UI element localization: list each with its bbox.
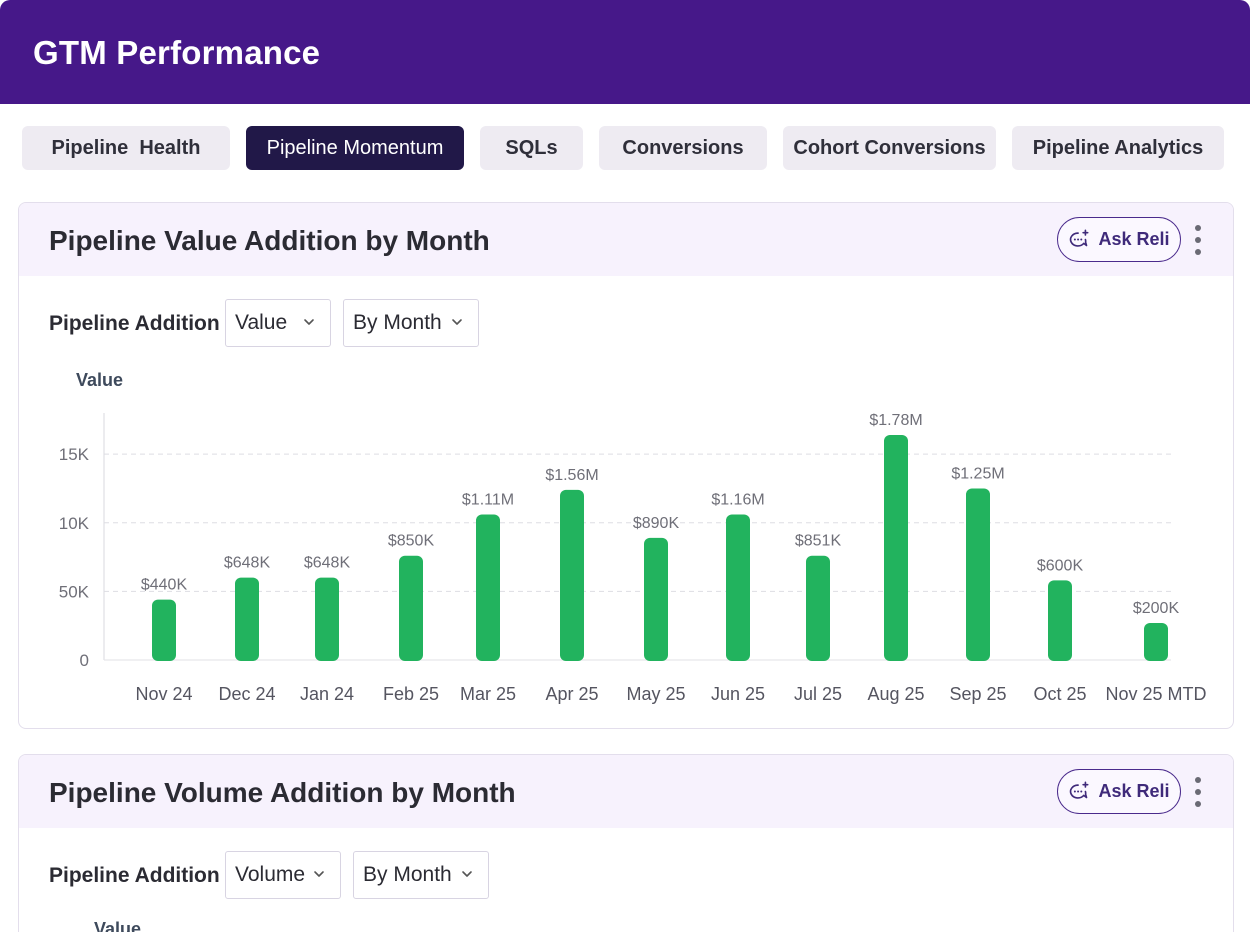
chevron-down-icon bbox=[452, 319, 462, 325]
period-select-value: By Month bbox=[363, 863, 452, 886]
bar bbox=[726, 514, 750, 661]
more-menu-icon[interactable] bbox=[1191, 777, 1205, 807]
bar-data-label: $890K bbox=[633, 515, 680, 532]
tab-pipeline-health[interactable]: Pipeline Health bbox=[22, 126, 230, 170]
bar bbox=[1144, 622, 1168, 661]
y-tick-label: 10K bbox=[59, 514, 90, 533]
ask-reli-button[interactable]: Ask Reli bbox=[1057, 769, 1181, 814]
app-title: GTM Performance bbox=[33, 34, 321, 71]
bar-data-label: $1.56M bbox=[545, 467, 598, 484]
card-header: Pipeline Volume Addition by Month Ask Re… bbox=[19, 755, 1233, 828]
x-tick-label: Aug 25 bbox=[867, 684, 924, 704]
bar-data-label: $850K bbox=[388, 533, 435, 550]
filter-label: Pipeline Addition bbox=[49, 864, 220, 887]
bar-data-label: $440K bbox=[141, 577, 188, 594]
bar-data-label: $1.11M bbox=[462, 492, 514, 509]
x-tick-label: Feb 25 bbox=[383, 684, 439, 704]
metric-select[interactable]: Volume bbox=[225, 851, 341, 899]
bar-data-label: $1.16M bbox=[711, 492, 764, 509]
x-tick-label: Mar 25 bbox=[460, 684, 516, 704]
bar-data-label: $600K bbox=[1037, 557, 1084, 574]
tab-pipeline-analytics[interactable]: Pipeline Analytics bbox=[1012, 126, 1224, 170]
bar bbox=[1048, 580, 1072, 661]
tab-conversions[interactable]: Conversions bbox=[599, 126, 767, 170]
chevron-down-icon bbox=[314, 871, 324, 877]
app-header: GTM Performance bbox=[0, 0, 1250, 104]
y-tick-label: 0 bbox=[80, 651, 89, 670]
metric-select[interactable]: Value bbox=[225, 299, 331, 347]
bar-data-label: $648K bbox=[304, 555, 351, 572]
x-tick-label: Jan 24 bbox=[300, 684, 354, 704]
bar bbox=[476, 514, 500, 661]
more-menu-icon[interactable] bbox=[1191, 225, 1205, 255]
period-select[interactable]: By Month bbox=[353, 851, 489, 899]
bar-data-label: $200K bbox=[1133, 600, 1180, 617]
bar-data-label: $851K bbox=[795, 533, 842, 550]
chevron-down-icon bbox=[462, 871, 472, 877]
value-bar-chart: 0 50K 10K 15K $440K Nov 24 $648K Dec 24 $648K Jan… bbox=[59, 412, 1207, 704]
x-tick-label: May 25 bbox=[626, 684, 685, 704]
metric-select-value: Value bbox=[235, 311, 288, 334]
ask-reli-button[interactable]: Ask Reli bbox=[1057, 217, 1181, 262]
x-tick-label: Nov 25 MTD bbox=[1105, 684, 1206, 704]
bar bbox=[884, 434, 908, 661]
x-tick-label: Oct 25 bbox=[1033, 684, 1086, 704]
x-tick-label: Apr 25 bbox=[545, 684, 598, 704]
bar-data-label: $1.78M bbox=[869, 412, 922, 429]
card-header: Pipeline Value Addition by Month Ask Rel… bbox=[19, 203, 1233, 276]
chevron-down-icon bbox=[304, 319, 314, 325]
x-tick-label: Jul 25 bbox=[794, 684, 842, 704]
x-tick-label: Jun 25 bbox=[711, 684, 765, 704]
y-axis-title: Value bbox=[94, 919, 142, 932]
bar bbox=[644, 537, 668, 661]
chat-sparkle-icon bbox=[1070, 229, 1090, 247]
bar bbox=[560, 489, 584, 661]
ask-reli-label: Ask Reli bbox=[1098, 229, 1170, 249]
period-select[interactable]: By Month bbox=[343, 299, 479, 347]
ask-reli-label: Ask Reli bbox=[1098, 781, 1170, 801]
value-addition-card: Pipeline Value Addition by Month Ask Rel… bbox=[18, 202, 1234, 729]
volume-addition-card: Pipeline Volume Addition by Month Ask Re… bbox=[18, 754, 1234, 932]
bar-data-label: $1.25M bbox=[951, 465, 1004, 482]
bar bbox=[806, 555, 830, 661]
y-tick-label: 50K bbox=[59, 582, 90, 601]
bar-data-label: $648K bbox=[224, 555, 271, 572]
x-tick-label: Dec 24 bbox=[218, 684, 275, 704]
metric-select-value: Volume bbox=[235, 863, 306, 886]
x-tick-label: Nov 24 bbox=[135, 684, 192, 704]
bar bbox=[315, 577, 339, 661]
tab-cohort-conversions[interactable]: Cohort Conversions bbox=[783, 126, 996, 170]
chat-sparkle-icon bbox=[1070, 781, 1090, 799]
y-axis-title: Value bbox=[76, 370, 124, 390]
filter-label: Pipeline Addition bbox=[49, 312, 220, 335]
x-tick-label: Sep 25 bbox=[949, 684, 1006, 704]
tab-sqls[interactable]: SQLs bbox=[480, 126, 583, 170]
bar bbox=[235, 577, 259, 661]
bar bbox=[966, 488, 990, 661]
bar bbox=[399, 555, 423, 661]
bar bbox=[152, 599, 176, 661]
y-tick-label: 15K bbox=[59, 445, 90, 464]
tab-pipeline-momentum[interactable]: Pipeline Momentum bbox=[246, 126, 464, 170]
card-title: Pipeline Value Addition by Month bbox=[49, 225, 490, 256]
period-select-value: By Month bbox=[353, 311, 442, 334]
card-title: Pipeline Volume Addition by Month bbox=[49, 777, 516, 808]
